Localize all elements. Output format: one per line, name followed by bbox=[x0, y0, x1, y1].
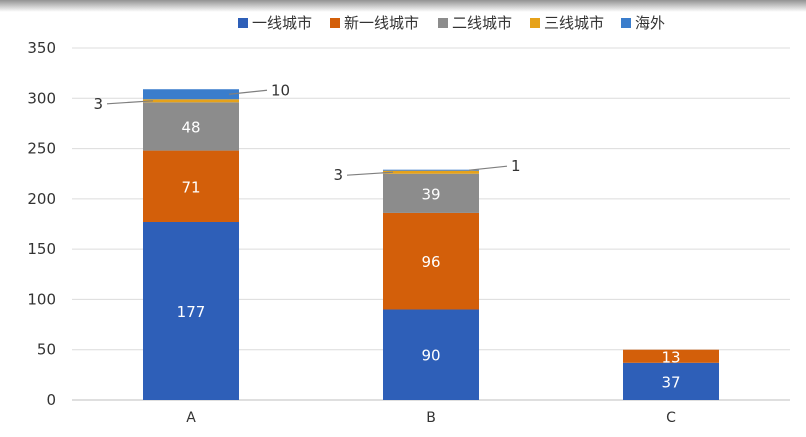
callout-line bbox=[106, 100, 154, 105]
x-tick-label: B bbox=[426, 410, 436, 426]
callout-label: 1 bbox=[511, 157, 521, 175]
legend-item: 新一线城市 bbox=[330, 14, 419, 32]
label-layer: 177 71 48 3 10 90 96 39 3 1 37 13 bbox=[93, 81, 680, 391]
bar-segment bbox=[383, 169, 479, 171]
legend-swatch bbox=[621, 18, 631, 28]
legend-item: 海外 bbox=[621, 14, 665, 32]
data-label: 71 bbox=[181, 178, 200, 196]
data-label: 39 bbox=[421, 185, 440, 203]
callout-line bbox=[228, 89, 268, 95]
x-tick-label: C bbox=[666, 410, 676, 426]
bar-segment bbox=[143, 89, 239, 100]
data-label: 177 bbox=[177, 303, 206, 321]
data-label: 90 bbox=[421, 347, 440, 365]
legend-item: 二线城市 bbox=[438, 14, 512, 32]
bar-segment bbox=[623, 349, 719, 363]
bar-segment bbox=[143, 99, 239, 103]
data-label: 37 bbox=[661, 373, 680, 391]
legend-swatch bbox=[238, 18, 248, 28]
callout-label: 3 bbox=[333, 166, 343, 184]
legend-swatch bbox=[530, 18, 540, 28]
x-tick-label: A bbox=[186, 410, 196, 426]
bar-segment bbox=[383, 309, 479, 400]
legend-swatch bbox=[438, 18, 448, 28]
bar-segment bbox=[383, 212, 479, 310]
callout-line bbox=[346, 171, 394, 176]
legend-label: 新一线城市 bbox=[344, 14, 419, 32]
data-label: 48 bbox=[181, 118, 200, 136]
bar-segment bbox=[143, 150, 239, 222]
legend-item: 一线城市 bbox=[238, 14, 312, 32]
callout-line bbox=[468, 165, 508, 171]
callout-label: 10 bbox=[271, 81, 290, 99]
data-label: 96 bbox=[421, 253, 440, 271]
callout-label: 3 bbox=[93, 95, 103, 113]
bar-segment bbox=[383, 173, 479, 213]
legend-label: 三线城市 bbox=[544, 14, 604, 32]
bar-segment bbox=[143, 102, 239, 151]
y-tick-label: 150 bbox=[27, 240, 56, 258]
y-tick-label: 300 bbox=[27, 89, 56, 107]
top-shade bbox=[0, 0, 806, 12]
bar-layer bbox=[143, 89, 719, 400]
bar-segment bbox=[143, 221, 239, 400]
data-label: 13 bbox=[661, 348, 680, 366]
legend-item: 三线城市 bbox=[530, 14, 604, 32]
y-tick-label: 100 bbox=[27, 290, 56, 308]
y-tick-label: 50 bbox=[37, 341, 56, 359]
legend-swatch bbox=[330, 18, 340, 28]
legend: 一线城市 新一线城市 二线城市 三线城市 海外 bbox=[238, 14, 665, 32]
bar-segment bbox=[623, 362, 719, 400]
legend-label: 二线城市 bbox=[452, 14, 512, 32]
y-tick-label: 250 bbox=[27, 140, 56, 158]
y-tick-label: 0 bbox=[46, 391, 56, 409]
y-tick-label: 200 bbox=[27, 190, 56, 208]
axis-layer: 0 50 100 150 200 250 300 350 A B C bbox=[27, 39, 676, 426]
bar-segment bbox=[383, 170, 479, 174]
y-tick-label: 350 bbox=[27, 39, 56, 57]
legend-label: 海外 bbox=[635, 14, 665, 32]
legend-label: 一线城市 bbox=[252, 14, 312, 32]
